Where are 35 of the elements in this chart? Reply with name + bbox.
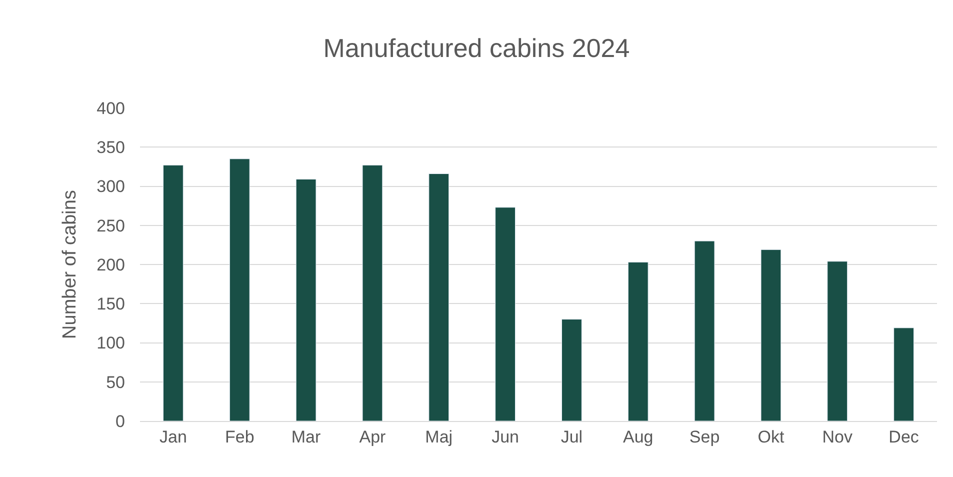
bar: [760, 249, 782, 421]
bar: [628, 262, 648, 421]
y-tick-label: 350: [96, 138, 125, 158]
x-tick-label: Jan: [160, 427, 187, 446]
y-tick-label: 400: [96, 98, 125, 118]
bar: [694, 240, 715, 421]
x-tick-label: Jul: [560, 427, 583, 446]
x-tick-label: Aug: [623, 427, 654, 446]
bar: [296, 178, 316, 421]
bar: [362, 164, 383, 421]
x-tick-label: Apr: [359, 427, 386, 446]
bar: [428, 173, 450, 421]
y-tick-label: 150: [96, 294, 125, 314]
bar: [495, 207, 516, 421]
y-tick-label: 200: [96, 255, 125, 274]
x-tick-label: Dec: [888, 427, 920, 446]
x-tick-label: Feb: [224, 427, 254, 446]
x-tick-label: Nov: [822, 427, 853, 446]
bar: [229, 158, 250, 421]
y-tick-label: 50: [106, 372, 125, 392]
y-tick-label: 100: [96, 334, 125, 353]
bar: [163, 164, 184, 421]
bar: [894, 328, 914, 421]
y-tick-label: 250: [96, 216, 125, 236]
x-tick-label: Jun: [492, 427, 519, 446]
y-tick-label: 300: [96, 177, 125, 196]
x-tick-label: Mar: [291, 427, 322, 446]
bar: [562, 319, 582, 421]
x-tick-label: Sep: [689, 427, 720, 446]
x-tick-label: Okt: [758, 427, 784, 446]
x-tick-label: Maj: [425, 427, 453, 446]
bar: [827, 261, 848, 421]
chart-title: Manufactured cabins 2024: [323, 32, 630, 63]
y-axis-title: Number of cabins: [59, 190, 80, 339]
y-tick-label: 0: [116, 412, 125, 431]
